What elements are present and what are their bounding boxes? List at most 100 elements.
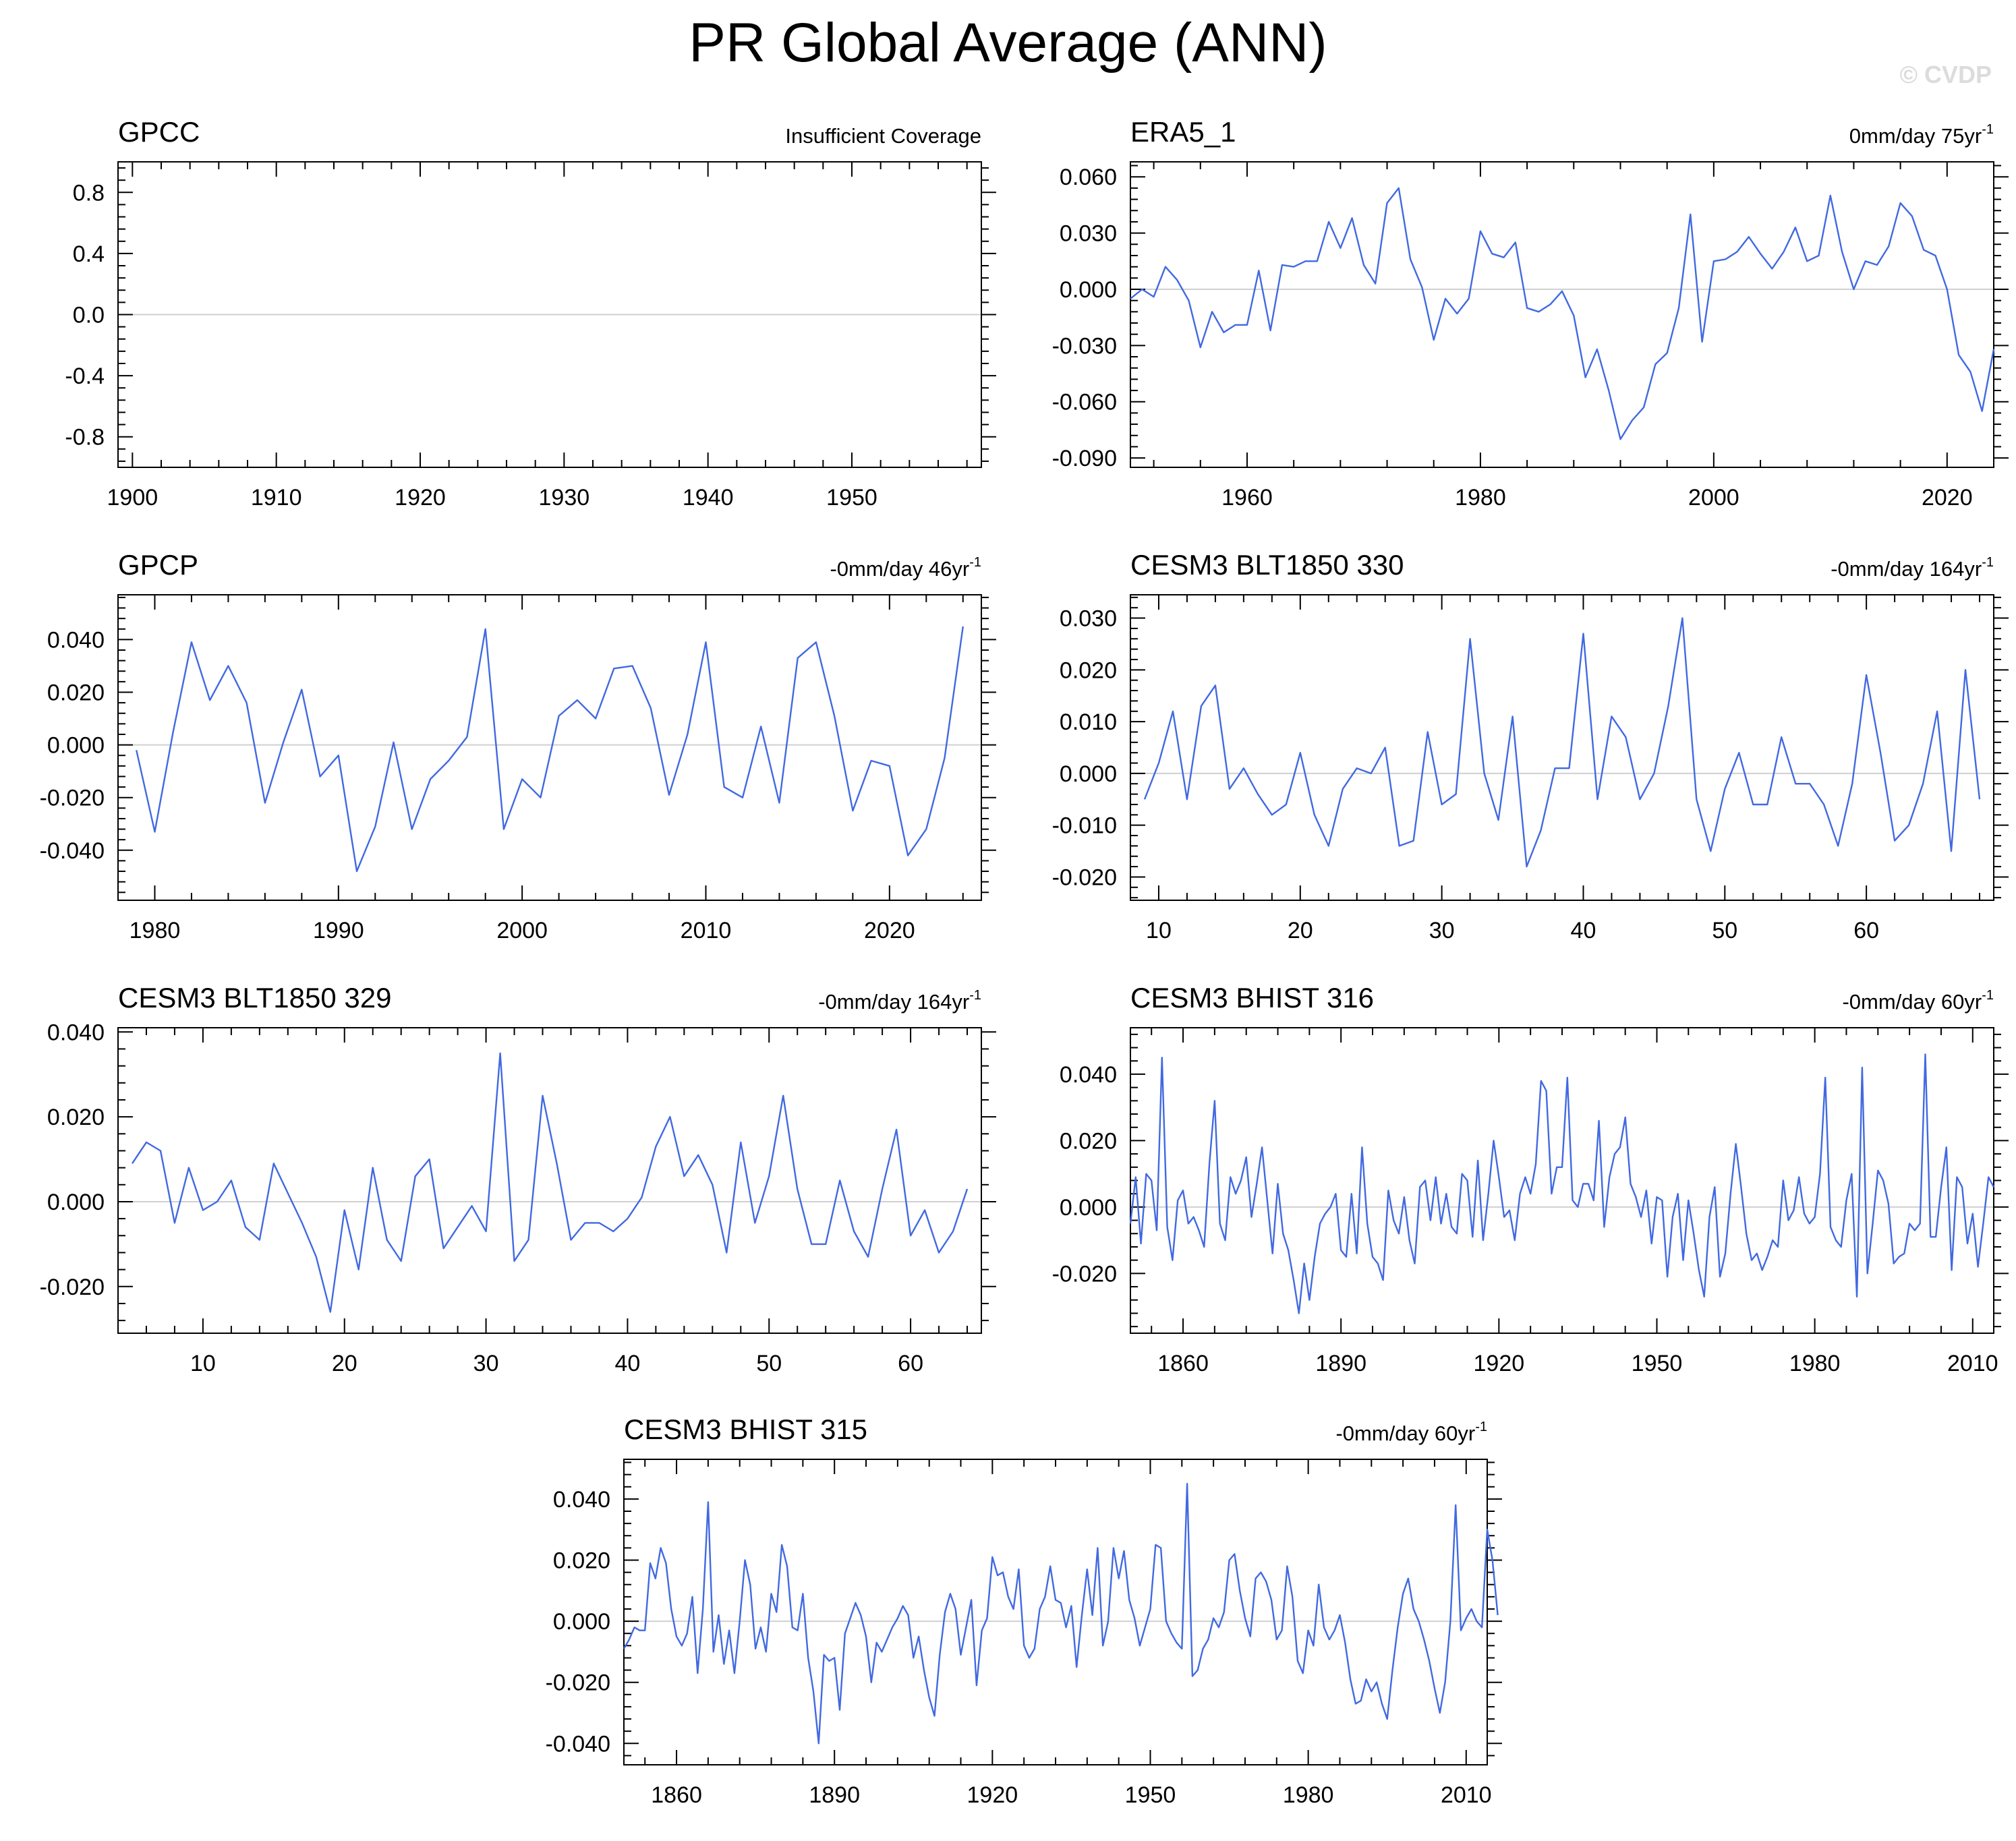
x-tick-label: 20 <box>1288 918 1313 943</box>
y-tick-label: -0.060 <box>1052 390 1117 415</box>
chart-panel: CESM3 BLT1850 330 -0mm/day 164yr-1 10 20 30 4… <box>1052 549 2009 943</box>
y-tick-label: 0.040 <box>1060 1062 1117 1088</box>
y-tick-label: 0.020 <box>1060 658 1117 683</box>
y-tick-label: 0.000 <box>47 733 105 759</box>
y-tick-label: 0.020 <box>47 1105 105 1130</box>
x-tick-label: 1920 <box>1474 1351 1525 1376</box>
y-tick-label: -0.040 <box>546 1731 610 1757</box>
panel-trend-label: 0mm/day 75yr-1 <box>1849 122 1994 148</box>
x-tick-label: 1940 <box>683 485 734 510</box>
panel-title: CESM3 BLT1850 329 <box>118 982 391 1014</box>
chart-panel: CESM3 BLT1850 329 -0mm/day 164yr-1 10 20 30 4… <box>40 982 996 1376</box>
y-tick-label: 0.000 <box>1060 761 1117 787</box>
plot-frame <box>623 1459 1488 1765</box>
x-tick-label: 50 <box>1712 918 1737 943</box>
plot-frame <box>1130 161 1994 468</box>
trend-superscript: -1 <box>1982 988 1994 1003</box>
y-tick-label: 0.020 <box>1060 1128 1117 1154</box>
x-tick-label: 1930 <box>539 485 590 510</box>
trend-text: -0mm/day 164yr <box>818 990 969 1014</box>
y-tick-label: 0.060 <box>1060 165 1117 190</box>
trend-text: -0mm/day 60yr <box>1842 990 1982 1014</box>
x-tick-label: 2010 <box>1947 1351 1998 1376</box>
y-tick-label: -0.020 <box>546 1670 610 1696</box>
panel-trend-label: -0mm/day 164yr-1 <box>1831 555 1994 581</box>
y-tick-label: -0.020 <box>1052 1261 1117 1287</box>
y-tick-label: 0.8 <box>73 180 105 206</box>
x-tick-label: 30 <box>1429 918 1455 943</box>
y-tick-label: 0.040 <box>47 627 105 653</box>
panel-title: CESM3 BLT1850 330 <box>1130 549 1404 581</box>
y-tick-label: -0.020 <box>40 786 105 811</box>
series-line <box>132 1052 969 1313</box>
y-tick-label: 0.030 <box>1060 221 1117 247</box>
panel-title: GPCP <box>118 549 198 581</box>
y-tick-label: -0.010 <box>1052 813 1117 839</box>
y-tick-label: 0.040 <box>553 1487 610 1513</box>
y-tick-label: -0.090 <box>1052 446 1117 471</box>
panel-title: CESM3 BHIST 315 <box>624 1413 867 1445</box>
trend-superscript: -1 <box>969 555 981 570</box>
x-tick-label: 10 <box>1146 918 1172 943</box>
trend-text: -0mm/day 60yr <box>1335 1422 1475 1445</box>
x-tick-label: 1980 <box>129 918 181 943</box>
series-line <box>1143 617 1981 868</box>
x-tick-label: 1960 <box>1221 485 1273 510</box>
x-tick-label: 2000 <box>1688 485 1739 510</box>
y-tick-label: 0.020 <box>47 680 105 705</box>
x-tick-label: 2010 <box>681 918 732 943</box>
y-tick-label: 0.000 <box>553 1609 610 1635</box>
trend-superscript: -1 <box>1982 555 1994 570</box>
chart-panel: CESM3 BHIST 315 -0mm/day 60yr-1 1860 1890 19… <box>546 1413 1502 1808</box>
x-tick-label: 2020 <box>1922 485 1973 510</box>
x-tick-label: 40 <box>1571 918 1596 943</box>
chart-panel: ERA5_1 0mm/day 75yr-1 1960 1980 2000 2020 0.06… <box>1052 116 2009 510</box>
panel-title: ERA5_1 <box>1130 116 1236 148</box>
panel-title: GPCC <box>118 116 200 148</box>
trend-superscript: -1 <box>969 988 981 1003</box>
x-tick-label: 50 <box>756 1351 782 1376</box>
trend-superscript: -1 <box>1982 122 1994 137</box>
x-tick-label: 20 <box>332 1351 357 1376</box>
x-tick-label: 1890 <box>1315 1351 1366 1376</box>
x-tick-label: 1990 <box>313 918 364 943</box>
x-tick-label: 2000 <box>496 918 548 943</box>
panel-trend-label: -0mm/day 60yr-1 <box>1842 988 1994 1014</box>
y-tick-label: 0.040 <box>47 1020 105 1045</box>
y-tick-label: 0.000 <box>1060 277 1117 303</box>
x-tick-label: 60 <box>898 1351 923 1376</box>
panel-trend-label: Insufficient Coverage <box>785 124 981 148</box>
y-tick-label: -0.4 <box>65 363 105 389</box>
x-tick-label: 60 <box>1853 918 1879 943</box>
y-tick-label: -0.030 <box>1052 333 1117 359</box>
series-line <box>1129 1053 1995 1314</box>
page-title: PR Global Average (ANN) <box>689 12 1327 74</box>
x-tick-label: 1860 <box>651 1782 702 1808</box>
x-tick-label: 1950 <box>1632 1351 1683 1376</box>
y-tick-label: 0.010 <box>1060 709 1117 735</box>
x-tick-label: 1950 <box>1125 1782 1176 1808</box>
y-tick-label: -0.020 <box>40 1275 105 1300</box>
watermark: © CVDP <box>1899 61 1992 88</box>
y-tick-label: -0.8 <box>65 425 105 450</box>
series-line <box>623 1482 1499 1745</box>
x-tick-label: 1980 <box>1455 485 1506 510</box>
x-tick-label: 1980 <box>1789 1351 1841 1376</box>
y-tick-label: 0.000 <box>47 1190 105 1215</box>
trend-superscript: -1 <box>1475 1420 1487 1434</box>
series-line <box>1130 187 1995 440</box>
trend-text: -0mm/day 46yr <box>830 557 969 581</box>
x-tick-label: 40 <box>614 1351 640 1376</box>
y-tick-label: -0.020 <box>1052 865 1117 890</box>
y-tick-label: 0.000 <box>1060 1195 1117 1221</box>
x-tick-label: 1980 <box>1283 1782 1334 1808</box>
y-tick-label: 0.4 <box>73 241 105 267</box>
x-tick-label: 1920 <box>967 1782 1018 1808</box>
x-tick-label: 30 <box>473 1351 499 1376</box>
panel-trend-label: -0mm/day 60yr-1 <box>1335 1420 1487 1445</box>
trend-text: Insufficient Coverage <box>785 124 981 148</box>
x-tick-label: 1890 <box>809 1782 860 1808</box>
x-tick-label: 2020 <box>864 918 915 943</box>
panel-trend-label: -0mm/day 164yr-1 <box>818 988 981 1014</box>
